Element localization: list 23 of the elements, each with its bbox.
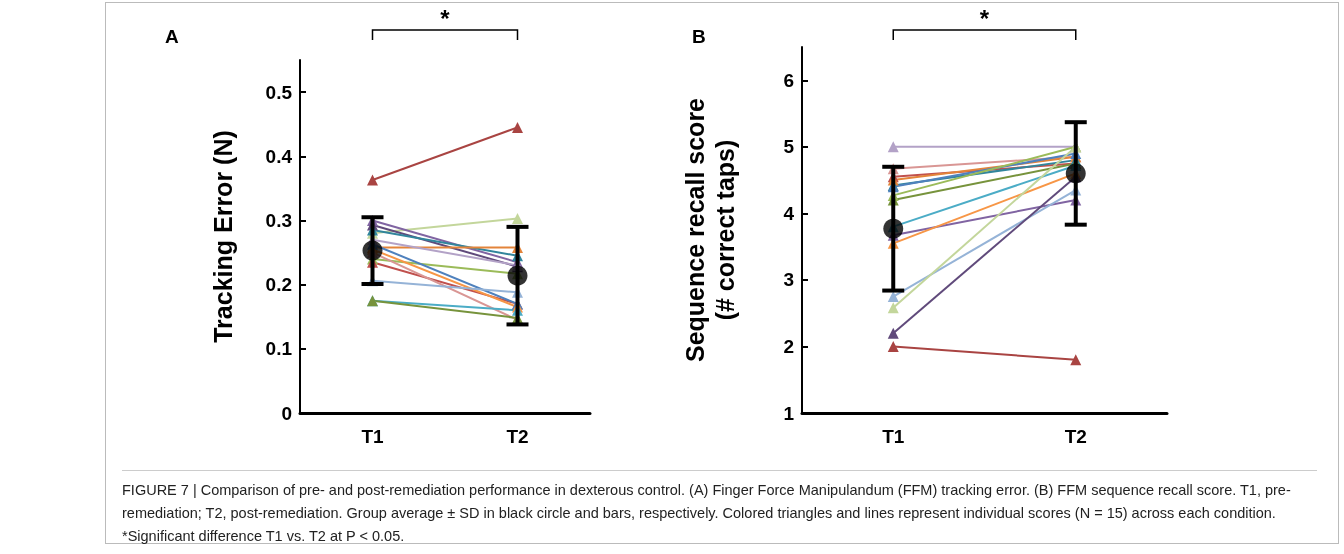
y-tick-label: 0.2 <box>265 274 292 296</box>
y-axis-title: Sequence recall score (# correct taps) <box>681 97 739 363</box>
y-tick-label: 3 <box>783 269 794 291</box>
chart-title: A <box>165 26 179 47</box>
y-tick-label: 6 <box>783 69 794 91</box>
y-tick-label: 1 <box>783 402 795 424</box>
y-tick-label: 4 <box>783 202 795 224</box>
y-tick-label: 0.1 <box>265 338 293 360</box>
y-tick-label: 0.3 <box>265 209 292 231</box>
y-tick-label: 2 <box>783 335 794 357</box>
y-tick-label: 0.4 <box>265 145 293 167</box>
text: * <box>440 4 451 32</box>
y-tick-label: 5 <box>783 136 795 158</box>
x-tick-label: T1 <box>882 426 905 447</box>
x-tick-label: T2 <box>1064 426 1087 447</box>
chart-title: B <box>692 26 706 47</box>
text: * <box>979 4 990 32</box>
y-axis-title: Tracking Error (N) <box>209 130 237 343</box>
x-tick-label: T1 <box>361 426 385 447</box>
x-tick-label: T2 <box>506 426 529 447</box>
y-tick-label: 0.5 <box>265 81 293 103</box>
caption: FIGURE 7 | Comparison of pre- and post-remediation performance in dexterous control. (A) Finger Force Manipulandum (FFM) tracking error. (B) FFM sequence recall score. T1, pre-remediation; T2, post-remediation. Group average ± SD in black circle and bars, respectively. Colored triangles and lines represent individual scores (N = 15) across each condition. *Significant difference T1 vs. T2 at P < 0.05. <box>122 470 1317 548</box>
y-tick-label: 0 <box>281 402 292 424</box>
